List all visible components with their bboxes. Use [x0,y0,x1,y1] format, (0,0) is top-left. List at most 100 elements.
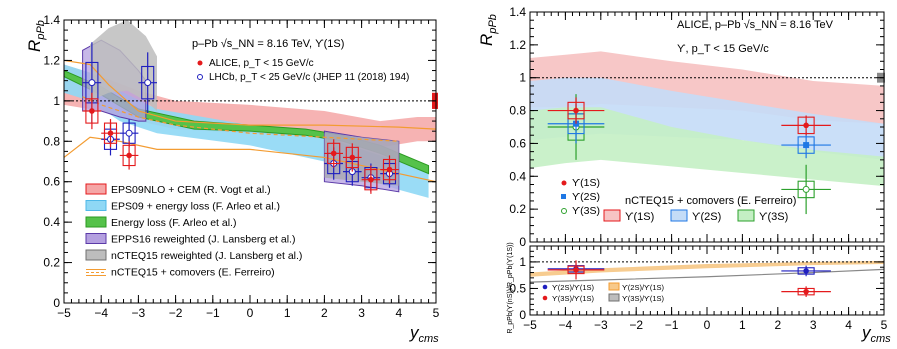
lhcb-point-marker [144,79,152,87]
band-1s [530,51,884,124]
upsilon-2S-point-syst [797,136,815,154]
right-top-chart: 0 0.2 0.4 0.6 0.8 1 1.2 1.4 RpPb ALICE, p–Pb √s… [477,5,885,249]
left-xticklabel: 1 [284,306,291,320]
legend-model-label: nCTEQ15 reweighted (J. Lansberg et al.) [111,250,302,262]
right-ylabel: RpPb [477,14,499,46]
ratio-legend-marker [542,284,548,290]
model-legend-label: ϒ(3S) [759,211,788,223]
right-yticklabel: 0 [519,235,526,249]
upsilon-1S-point-marker [573,107,579,114]
left-xticklabel: 5 [433,306,440,320]
legend-label: LHCb, p_T < 25 GeV/c (JHEP 11 (2018) 194… [209,72,409,83]
right-yticklabel: 1.4 [509,5,526,19]
right-yticklabel: 0.4 [509,169,526,183]
left-yticklabel: 1.2 [43,53,60,67]
curve-comovers-mid [82,96,399,142]
ratio-legend-label: ϒ(3S)/ϒ(1S) [552,294,595,303]
left-xticklabel: −1 [206,306,220,320]
right-yticklabel: 0.8 [509,104,526,118]
left-header: p–Pb √s_NN = 8.16 TeV, ϒ(1S) [192,38,344,50]
legend-marker [561,194,566,199]
right-yticklabel: 1 [519,71,526,85]
left-xticklabel: 0 [247,306,254,320]
legend-model-label: EPS09NLO + CEM (R. Vogt et al.) [111,184,271,196]
legend-label: ALICE, p_T < 15 GeV/c [209,58,314,69]
alice-point-syst [364,169,378,191]
ratio-2S-1S-point-syst [797,267,815,275]
left-yticklabel: 1 [53,94,60,108]
ratio-yticklabel: 0.5 [509,281,526,295]
left-chart: −5 −4 −3 −2 −1 0 1 2 3 4 5 0 0.2 0.4 0.6 0.8 1 1.2 1.4 RpP… [25,13,440,345]
alice-point-marker [349,154,356,161]
legend-model-label: Energy loss (F. Arleo et al.) [111,217,236,229]
legend-swatch [85,233,107,244]
ratio-xticklabel: 1 [739,318,746,332]
legend-swatch [85,200,107,211]
right-header-1: ALICE, p–Pb √s_NN = 8.16 TeV [677,19,834,31]
left-yticklabel: 0.4 [43,215,60,229]
ratio-xticklabel: 0 [704,318,711,332]
alice-point-marker [368,176,374,183]
lhcb-point-marker [125,129,133,137]
ratio-legend-label: ϒ(3S)/ϒ(1S) [622,294,665,303]
ratio-ylabel: R_pPb(ϒ(nS))/R_pPb(ϒ(1S)) [507,242,514,333]
alice-point-syst [85,98,99,124]
ratio-xticklabel: −2 [629,318,643,332]
legend-swatch [85,249,107,261]
legend-swatch [85,183,107,195]
left-xticklabel: −4 [94,306,108,320]
upsilon-3S-point-syst [797,180,815,199]
ratio-legend-swatch [608,282,620,291]
lhcb-point-marker [88,79,96,87]
ratio-xlabel: ycms [861,323,891,345]
band-3s [530,107,884,187]
ratio-xticklabel: 3 [810,318,817,332]
legend-model-label: EPPS16 reweighted (J. Lansberg et al.) [111,234,295,246]
legend-model-label: EPS09 + energy loss (F. Arleo et al.) [111,201,280,213]
upsilon-3S-point-marker [802,185,810,193]
model-legend-swatch [737,209,755,222]
legend-label: ϒ(2S) [572,191,600,203]
ratio-xticklabel: −3 [594,318,608,332]
upsilon-2S-point-marker [803,142,810,149]
ratio-yticklabel: 0 [519,308,526,322]
right-yticklabel: 0.2 [509,202,526,216]
alice-point-marker [386,166,393,173]
ratio-chart: −5 −4 −3 −2 −1 0 1 2 3 4 5 0 0.5 1 R_pPb(ϒ(nS))/R_pPb… [507,242,891,345]
upsilon-1S-point-syst [567,101,585,120]
alice-point-marker [89,108,95,114]
left-xticklabel: −5 [57,306,71,320]
ratio-legend-swatch [608,293,620,302]
ratio-legend-marker [542,295,548,301]
legend-label: ϒ(1S) [572,177,600,189]
ratio-3S-1S-point-marker [573,267,579,273]
alice-point-syst [345,146,359,169]
left-yticklabel: 0.2 [43,256,60,270]
ratio-3S-1S-point-syst [797,287,815,296]
alice-point-marker [330,150,337,157]
alice-point-syst [327,142,341,165]
band-ncteq15 [90,20,157,111]
legend-marker-lhcb [197,74,203,80]
legend-model-label: nCTEQ15 + comovers (E. Ferreiro) [111,267,275,279]
ratio-xticklabel: −1 [665,318,679,332]
ratio-xticklabel: −5 [523,318,537,332]
left-ylabel: RpPb [25,20,47,52]
ratio-band-2s [530,260,884,277]
left-xticklabel: −3 [132,306,146,320]
ratio-xticklabel: 4 [845,318,852,332]
alice-point-syst [382,158,397,181]
model-legend-title: nCTEQ15 + comovers (E. Ferreiro) [625,195,796,207]
left-xticklabel: 3 [358,306,365,320]
ratio-xticklabel: 5 [881,318,888,332]
left-yticklabel: 0.6 [43,175,60,189]
left-yticklabel: 0.8 [43,134,60,148]
right-yticklabel: 1.2 [509,38,526,52]
ratio-xticklabel: 2 [774,318,781,332]
upsilon-1S-point-marker [803,122,809,129]
model-legend-swatch [670,209,688,222]
left-yticklabel: 0 [53,296,60,310]
ratio-legend-label: ϒ(2S)/ϒ(1S) [552,283,595,292]
left-xticklabel: 2 [321,306,328,320]
